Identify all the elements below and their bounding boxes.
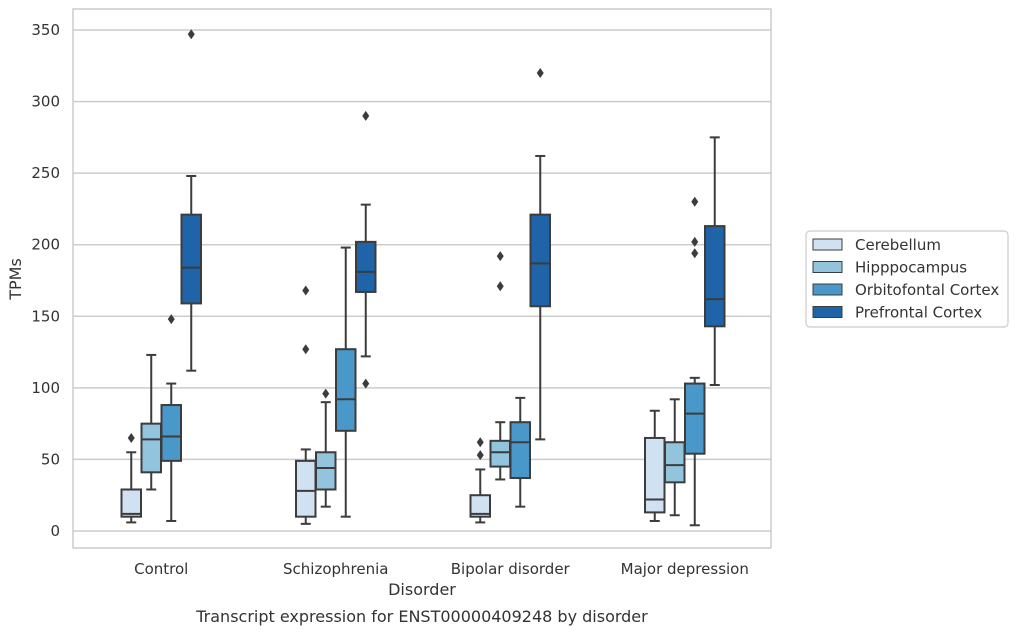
box-iqr: [644, 436, 666, 514]
outlier-point: [476, 450, 484, 461]
box-1-2: [335, 246, 357, 518]
outlier-point: [362, 110, 370, 121]
box-iqr: [140, 422, 162, 474]
y-tick-label: 250: [31, 164, 60, 182]
outlier-point: [127, 432, 135, 443]
legend-label: Cerebellum: [855, 236, 941, 254]
y-tick-label: 200: [31, 236, 60, 254]
legend-label: Prefrontal Cortex: [855, 304, 982, 322]
box-iqr: [180, 213, 202, 305]
box-iqr: [120, 488, 142, 518]
box-2-1: [489, 251, 511, 481]
outlier-point: [536, 67, 544, 78]
box-iqr: [704, 225, 726, 328]
outlier-point: [476, 437, 484, 448]
x-tick-label: Major depression: [621, 560, 749, 578]
y-tick-label: 350: [31, 21, 60, 39]
legend-label: Orbitofontal Cortex: [855, 281, 999, 299]
legend-swatch: [812, 306, 843, 318]
outlier-point: [302, 285, 310, 296]
outlier-point: [322, 388, 330, 399]
box-3-0: [644, 409, 666, 522]
box-3-2: [684, 196, 706, 527]
y-tick-label: 100: [31, 379, 60, 397]
y-tick-label: 0: [50, 522, 60, 540]
y-tick-label: 300: [31, 93, 60, 111]
box-plot-area: [120, 29, 726, 527]
box-iqr: [335, 348, 357, 432]
box-iqr: [529, 213, 551, 308]
box-1-3: [355, 110, 377, 389]
outlier-point: [691, 248, 699, 259]
box-iqr: [315, 451, 337, 491]
legend: Cerebellum Hipppocampus Orbitofontal Corte…: [805, 230, 1009, 328]
box-3-3: [704, 136, 726, 386]
box-iqr: [489, 439, 511, 468]
legend-swatch: [812, 238, 843, 251]
box-2-3: [529, 67, 551, 441]
box-0-0: [120, 432, 142, 524]
legend-box: [805, 230, 1009, 328]
box-0-1: [140, 353, 162, 491]
box-1-1: [315, 388, 337, 508]
box-1-0: [295, 285, 317, 525]
outlier-point: [187, 29, 195, 40]
y-tick-label: 50: [41, 450, 60, 468]
outlier-point: [496, 281, 504, 292]
box-iqr: [469, 494, 491, 518]
box-0-3: [180, 29, 202, 372]
x-axis-ticks: Control Schizophrenia Bipolar disorder Majo…: [134, 560, 749, 578]
legend-swatch: [812, 261, 843, 273]
box-iqr: [684, 382, 706, 455]
x-tick-label: Control: [134, 560, 188, 578]
box-iqr: [355, 240, 377, 293]
y-axis-label: TPMs: [6, 258, 25, 301]
y-axis-ticks: 0 50 100 150 200 250 300 350: [31, 21, 60, 540]
outlier-point: [691, 196, 699, 207]
legend-swatch: [812, 283, 843, 296]
outlier-point: [302, 344, 310, 355]
chart-caption: Transcript expression for ENST0000040924…: [195, 607, 648, 626]
box-iqr: [664, 441, 686, 484]
y-tick-label: 150: [31, 307, 60, 325]
legend-label: Hipppocampus: [855, 259, 967, 277]
plot-frame: [72, 8, 772, 549]
box-2-0: [469, 437, 491, 524]
box-iqr: [295, 459, 317, 518]
outlier-point: [167, 314, 175, 325]
x-tick-label: Schizophrenia: [283, 560, 388, 578]
box-3-1: [664, 398, 686, 517]
x-axis-label: Disorder: [388, 580, 456, 599]
box-iqr: [509, 421, 531, 480]
x-tick-label: Bipolar disorder: [451, 560, 571, 578]
outlier-point: [496, 251, 504, 262]
outlier-point: [362, 378, 370, 389]
box-2-2: [509, 396, 531, 508]
box-0-2: [160, 314, 182, 522]
box-iqr: [160, 404, 182, 462]
outlier-point: [691, 236, 699, 247]
